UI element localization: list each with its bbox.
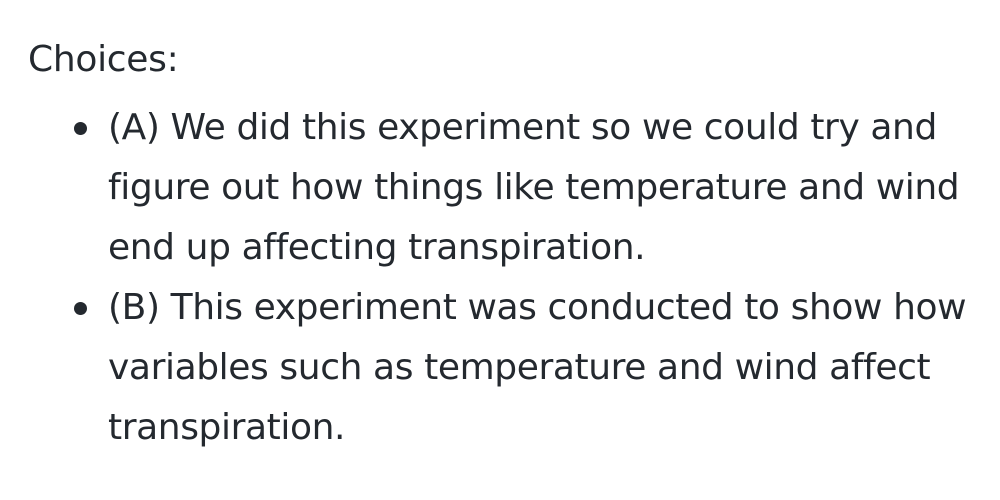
bullet-icon xyxy=(74,302,87,315)
choices-section: Choices: (A) We did this experiment so w… xyxy=(28,34,978,458)
choice-text-b: (B) This experiment was conducted to sho… xyxy=(108,287,967,448)
choice-item-a: (A) We did this experiment so we could t… xyxy=(28,98,978,278)
choice-text-a: (A) We did this experiment so we could t… xyxy=(108,107,960,268)
bullet-icon xyxy=(74,122,87,135)
choice-item-b: (B) This experiment was conducted to sho… xyxy=(28,278,978,458)
choices-heading: Choices: xyxy=(28,39,179,80)
choices-list: (A) We did this experiment so we could t… xyxy=(28,98,978,458)
